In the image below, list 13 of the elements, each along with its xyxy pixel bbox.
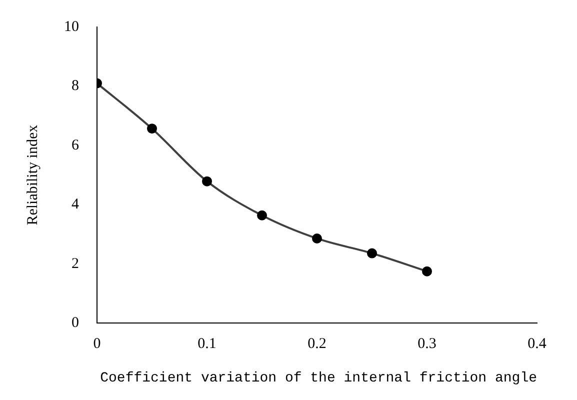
y-tick-label: 6 [72, 137, 80, 154]
x-tick-label: 0 [93, 336, 101, 352]
y-tick-label: 2 [72, 256, 79, 272]
y-tick-label: 4 [72, 196, 80, 213]
y-tick-label: 10 [64, 18, 79, 35]
x-tick-label: 0.4 [528, 336, 547, 352]
x-axis-title: Coefficient variation of the internal friction angle [100, 370, 537, 386]
x-tick-label: 0.3 [418, 336, 436, 352]
x-tick-label: 0.2 [308, 336, 326, 352]
y-tick-label: 8 [72, 78, 79, 94]
y-tick-label: 0 [72, 315, 79, 332]
y-axis-title: Reliability index [24, 124, 41, 226]
x-tick-label: 0.1 [198, 336, 216, 352]
